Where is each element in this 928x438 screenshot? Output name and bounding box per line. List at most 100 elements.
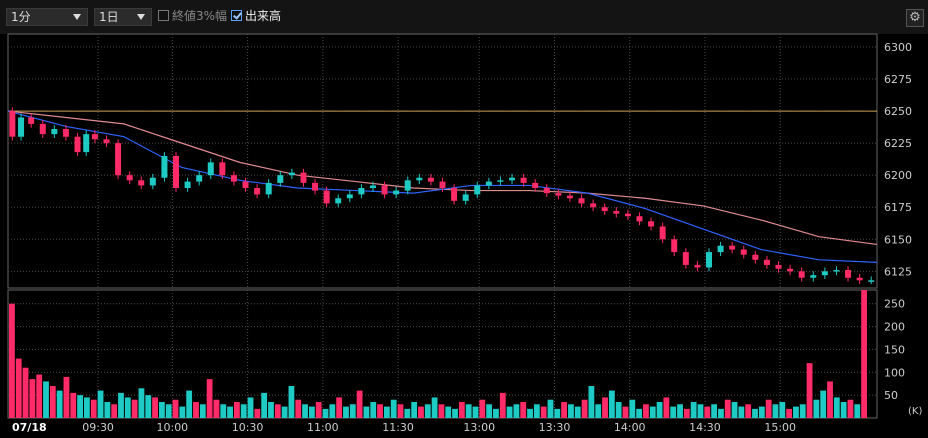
volume-checkbox[interactable] (231, 10, 242, 21)
candle-body (451, 188, 458, 201)
candle-body (787, 268, 794, 272)
candle-body (265, 182, 272, 195)
volume-bar (22, 367, 29, 418)
volume-bar (663, 397, 670, 418)
volume-bar (193, 402, 199, 418)
candle-body (39, 123, 46, 135)
volume-bar (165, 404, 172, 418)
volume-bar (152, 397, 158, 418)
volume-bar (479, 399, 486, 418)
candle-body (439, 181, 446, 188)
volume-bar (83, 397, 90, 418)
volume-bar (343, 406, 349, 418)
volume-bar (568, 404, 574, 418)
volume-bar (861, 290, 867, 418)
candle-body (659, 226, 666, 240)
candle-body (543, 188, 550, 194)
volume-bar (131, 399, 138, 418)
volume-bar (820, 390, 827, 418)
volume-bar (288, 386, 295, 418)
volume-bar (254, 408, 261, 418)
candle-body (810, 275, 817, 278)
volume-bar (308, 406, 315, 418)
volume-bar (363, 406, 370, 418)
price-panel-frame (7, 33, 878, 289)
volume-bar (493, 408, 499, 418)
candle-body (636, 216, 643, 222)
volume-bar (711, 404, 718, 418)
interval-select[interactable]: 1分 (6, 8, 88, 26)
candle-body (566, 195, 573, 199)
candle-body (856, 277, 863, 281)
volume-bar (445, 406, 452, 418)
volume-bar (765, 399, 772, 418)
volume-bar (383, 406, 390, 418)
volume-bar (199, 404, 206, 418)
candle-body (335, 198, 342, 204)
volume-bar (295, 399, 302, 418)
candle-body (474, 185, 481, 195)
candle-body (694, 264, 701, 268)
candle-body (763, 259, 770, 265)
volume-bar (247, 397, 254, 418)
y-tick-label: 6150 (884, 233, 912, 246)
volume-bar (554, 408, 561, 418)
candle-body (555, 193, 562, 196)
volume-bar (581, 399, 588, 418)
candle-body (83, 134, 90, 153)
volume-bar (779, 402, 786, 418)
x-tick-label: 11:00 (307, 421, 339, 434)
span-select[interactable]: 1日 (94, 8, 152, 26)
volume-bar (452, 408, 458, 418)
candle-body (254, 188, 261, 195)
volume-bar (486, 404, 493, 418)
volume-bar (533, 404, 540, 418)
volume-bar (336, 397, 343, 418)
gear-icon[interactable]: ⚙ (906, 9, 924, 27)
candle-body (62, 129, 69, 137)
volume-panel-frame (7, 289, 878, 419)
volume-bar (63, 376, 70, 418)
volume-bar (138, 388, 145, 418)
candle-body (671, 239, 678, 253)
volume-bar (704, 406, 711, 418)
candle-body (74, 136, 81, 153)
volume-bar (233, 402, 240, 418)
candle-body (323, 190, 330, 204)
volume-bar (656, 402, 663, 418)
volume-bar (424, 404, 431, 418)
volume-tick-label: 100 (884, 366, 905, 379)
volume-bar (70, 392, 77, 418)
volume-bar (636, 408, 643, 418)
candle-body (404, 180, 411, 191)
volume-bar (15, 358, 22, 418)
range-checkbox[interactable] (158, 10, 169, 21)
volume-bar (731, 402, 738, 418)
candle-body (485, 181, 492, 186)
volume-bar (240, 404, 247, 418)
volume-tick-label: 200 (884, 321, 905, 334)
y-tick-label: 6225 (884, 137, 912, 150)
volume-bar (274, 404, 281, 418)
volume-bar (29, 379, 36, 418)
x-tick-label: 14:00 (614, 421, 646, 434)
candle-body (288, 172, 295, 176)
volume-bar (813, 399, 820, 418)
volume-bar (745, 404, 752, 418)
volume-bar (683, 408, 690, 418)
candle-body (277, 175, 284, 183)
volume-bar (527, 408, 533, 418)
volume-bar (315, 402, 322, 418)
volume-bar (97, 390, 104, 418)
volume-bar (840, 402, 847, 418)
span-select-value: 1日 (99, 10, 119, 24)
volume-bar (793, 406, 799, 418)
y-tick-label: 6175 (884, 201, 912, 214)
volume-bar (833, 397, 840, 418)
candle-body (126, 175, 133, 181)
candle-body (821, 271, 828, 276)
candle-body (9, 111, 16, 137)
chevron-down-icon (137, 14, 145, 20)
volume-bar (847, 399, 854, 418)
volume-bar (458, 402, 465, 418)
